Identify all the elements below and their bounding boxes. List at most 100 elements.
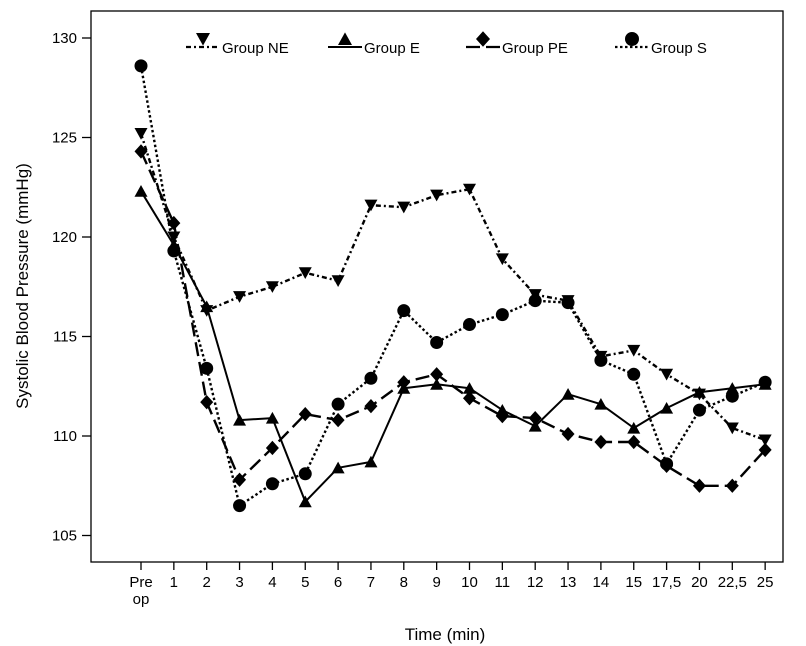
data-point [627,434,641,450]
data-point [692,478,706,493]
plot-frame [90,10,784,563]
data-point [134,185,148,197]
y-axis: 105 110 115 120 125 130 [52,30,91,545]
data-point [627,421,641,434]
data-point [561,388,575,400]
legend-marker [196,33,210,46]
series-group-pe [134,144,772,493]
data-point [167,215,181,231]
data-point [430,367,444,382]
x-tick-label: 8 [400,574,408,591]
legend-marker [476,31,490,47]
data-point [298,267,312,279]
data-point [627,344,641,357]
legend-label: Group NE [222,40,289,57]
data-point [594,397,608,410]
data-point [298,467,312,481]
data-point [233,291,247,303]
y-tick-label: 130 [52,30,77,47]
data-point [528,410,542,426]
data-point [364,455,378,468]
data-point [167,244,181,258]
data-point [134,144,148,159]
x-tick-label: 17,5 [652,574,681,591]
data-point [200,361,214,375]
x-tick-label: 2 [203,574,211,591]
data-point [495,408,509,424]
x-axis-title: Time (min) [405,625,486,644]
x-tick-label: 15 [625,574,642,591]
data-point [265,411,279,424]
data-point [331,397,345,411]
data-point [200,300,214,313]
series-line [139,133,766,442]
x-tick-label: 4 [268,574,276,591]
legend-item-group-pe: Group PE [466,31,568,57]
series-group-ne [134,127,772,447]
data-point [463,382,476,394]
data-point [364,399,378,414]
legend-marker [625,32,639,46]
data-point [528,419,542,432]
data-point [364,371,378,385]
data-point [298,406,312,422]
data-point [134,59,148,73]
data-point [692,386,706,398]
x-tick-label: 14 [593,574,610,591]
x-tick-label: 12 [527,574,544,591]
legend-item-group-ne: Group NE [186,33,289,57]
data-point [627,367,641,381]
data-point [758,375,772,389]
y-axis-title: Systolic Blood Pressure (mmHg) [13,163,32,409]
data-point [397,201,411,214]
legend-item-group-s: Group S [615,32,707,57]
data-point [430,378,444,390]
data-point [758,442,772,458]
data-point [660,368,674,381]
data-point [233,499,247,513]
data-point [495,308,509,322]
data-point [134,127,148,140]
data-point [233,472,247,487]
data-point [200,395,214,410]
data-point [528,294,542,308]
data-point [495,253,509,266]
y-tick-label: 110 [53,428,77,445]
x-tick-label: 25 [757,574,774,591]
x-tick-label: 1 [170,574,178,591]
data-point [265,281,279,293]
data-point [397,304,411,318]
x-tick-label: 5 [301,574,309,591]
data-point [331,461,345,474]
data-point [725,478,739,493]
y-tick-label: 125 [52,130,77,147]
x-tick-label: 6 [334,574,342,591]
legend: Group NE Group E Group PE Group S [186,31,707,57]
y-tick-label: 105 [52,528,77,545]
x-tick-label: 3 [235,574,243,591]
x-tick-label: 9 [432,574,440,591]
x-tick-label: 22,5 [718,574,747,591]
data-point [594,353,608,367]
data-point [298,495,312,508]
legend-item-group-e: Group E [328,32,420,57]
series-layer [134,59,772,513]
data-point [463,318,476,332]
x-tick-label: 11 [495,574,511,591]
data-point [725,422,739,435]
data-point [561,296,575,310]
y-tick-label: 120 [52,229,77,246]
series-line [139,150,766,487]
data-point [463,391,476,406]
data-point [594,434,608,450]
x-axis: Pre op1 2 3 4 5 6 7 8 9 10 11 12 13 14 15 17,5 20 22,5 25 [129,562,773,608]
series-group-s [134,59,772,513]
data-point [758,434,772,447]
data-point [265,440,279,456]
x-tick-label: 13 [560,574,577,591]
legend-label: Group PE [502,40,568,57]
data-point [331,275,345,287]
data-point [660,401,674,414]
legend-marker [338,32,352,45]
data-point [233,413,247,426]
